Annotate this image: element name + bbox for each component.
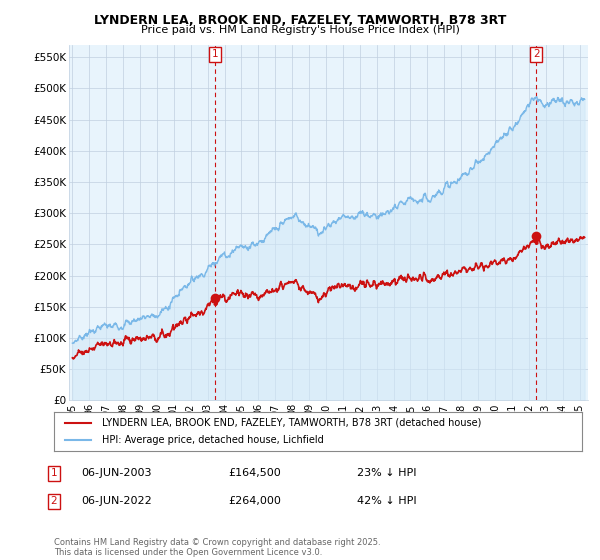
- Text: Contains HM Land Registry data © Crown copyright and database right 2025.
This d: Contains HM Land Registry data © Crown c…: [54, 538, 380, 557]
- Text: £264,000: £264,000: [228, 496, 281, 506]
- Text: 2: 2: [533, 49, 539, 59]
- Text: 06-JUN-2003: 06-JUN-2003: [81, 468, 151, 478]
- Text: HPI: Average price, detached house, Lichfield: HPI: Average price, detached house, Lich…: [101, 435, 323, 445]
- Text: 23% ↓ HPI: 23% ↓ HPI: [357, 468, 416, 478]
- Text: Price paid vs. HM Land Registry's House Price Index (HPI): Price paid vs. HM Land Registry's House …: [140, 25, 460, 35]
- Text: 2: 2: [50, 496, 58, 506]
- Text: 1: 1: [50, 468, 58, 478]
- Text: 42% ↓ HPI: 42% ↓ HPI: [357, 496, 416, 506]
- Text: 1: 1: [212, 49, 218, 59]
- Text: LYNDERN LEA, BROOK END, FAZELEY, TAMWORTH, B78 3RT: LYNDERN LEA, BROOK END, FAZELEY, TAMWORT…: [94, 14, 506, 27]
- Text: LYNDERN LEA, BROOK END, FAZELEY, TAMWORTH, B78 3RT (detached house): LYNDERN LEA, BROOK END, FAZELEY, TAMWORT…: [101, 418, 481, 428]
- Text: 06-JUN-2022: 06-JUN-2022: [81, 496, 152, 506]
- Text: £164,500: £164,500: [228, 468, 281, 478]
